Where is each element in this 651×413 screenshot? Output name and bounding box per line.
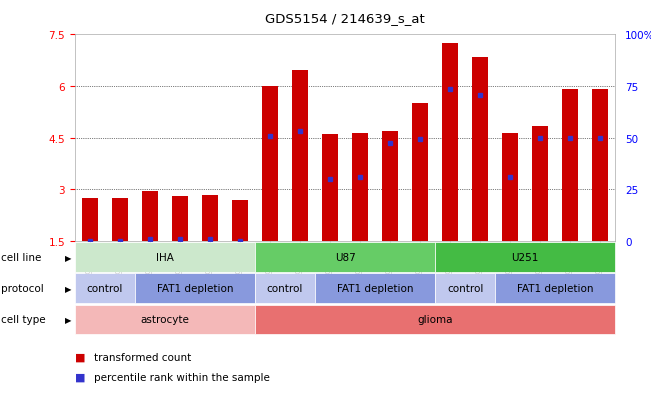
Bar xyxy=(322,135,339,242)
Text: glioma: glioma xyxy=(417,315,453,325)
Bar xyxy=(502,133,518,242)
Text: GDS5154 / 214639_s_at: GDS5154 / 214639_s_at xyxy=(265,12,425,25)
Bar xyxy=(142,192,158,242)
Text: ▶: ▶ xyxy=(65,284,72,293)
Text: control: control xyxy=(447,284,483,294)
Text: U87: U87 xyxy=(335,253,355,263)
Bar xyxy=(292,71,309,242)
Text: ■: ■ xyxy=(75,352,85,362)
Bar xyxy=(111,199,128,242)
Text: control: control xyxy=(87,284,123,294)
Text: cell type: cell type xyxy=(1,315,46,325)
Bar xyxy=(232,200,248,242)
Text: U251: U251 xyxy=(512,253,539,263)
Bar xyxy=(472,57,488,242)
Text: transformed count: transformed count xyxy=(94,352,191,362)
Bar xyxy=(381,131,398,242)
Bar xyxy=(532,126,548,242)
Text: ▶: ▶ xyxy=(65,253,72,262)
Bar xyxy=(172,197,188,242)
Text: astrocyte: astrocyte xyxy=(141,315,189,325)
Text: FAT1 depletion: FAT1 depletion xyxy=(337,284,413,294)
Text: percentile rank within the sample: percentile rank within the sample xyxy=(94,372,270,382)
Bar xyxy=(442,44,458,242)
Text: control: control xyxy=(267,284,303,294)
Text: cell line: cell line xyxy=(1,253,41,263)
Text: protocol: protocol xyxy=(1,284,44,294)
Bar xyxy=(202,195,218,242)
Bar xyxy=(81,199,98,242)
Text: FAT1 depletion: FAT1 depletion xyxy=(517,284,594,294)
Text: ▶: ▶ xyxy=(65,315,72,324)
Bar xyxy=(562,90,579,242)
Text: FAT1 depletion: FAT1 depletion xyxy=(157,284,233,294)
Text: ■: ■ xyxy=(75,372,85,382)
Bar xyxy=(592,90,609,242)
Bar xyxy=(352,133,368,242)
Bar xyxy=(262,87,278,242)
Text: IHA: IHA xyxy=(156,253,174,263)
Bar xyxy=(412,104,428,242)
